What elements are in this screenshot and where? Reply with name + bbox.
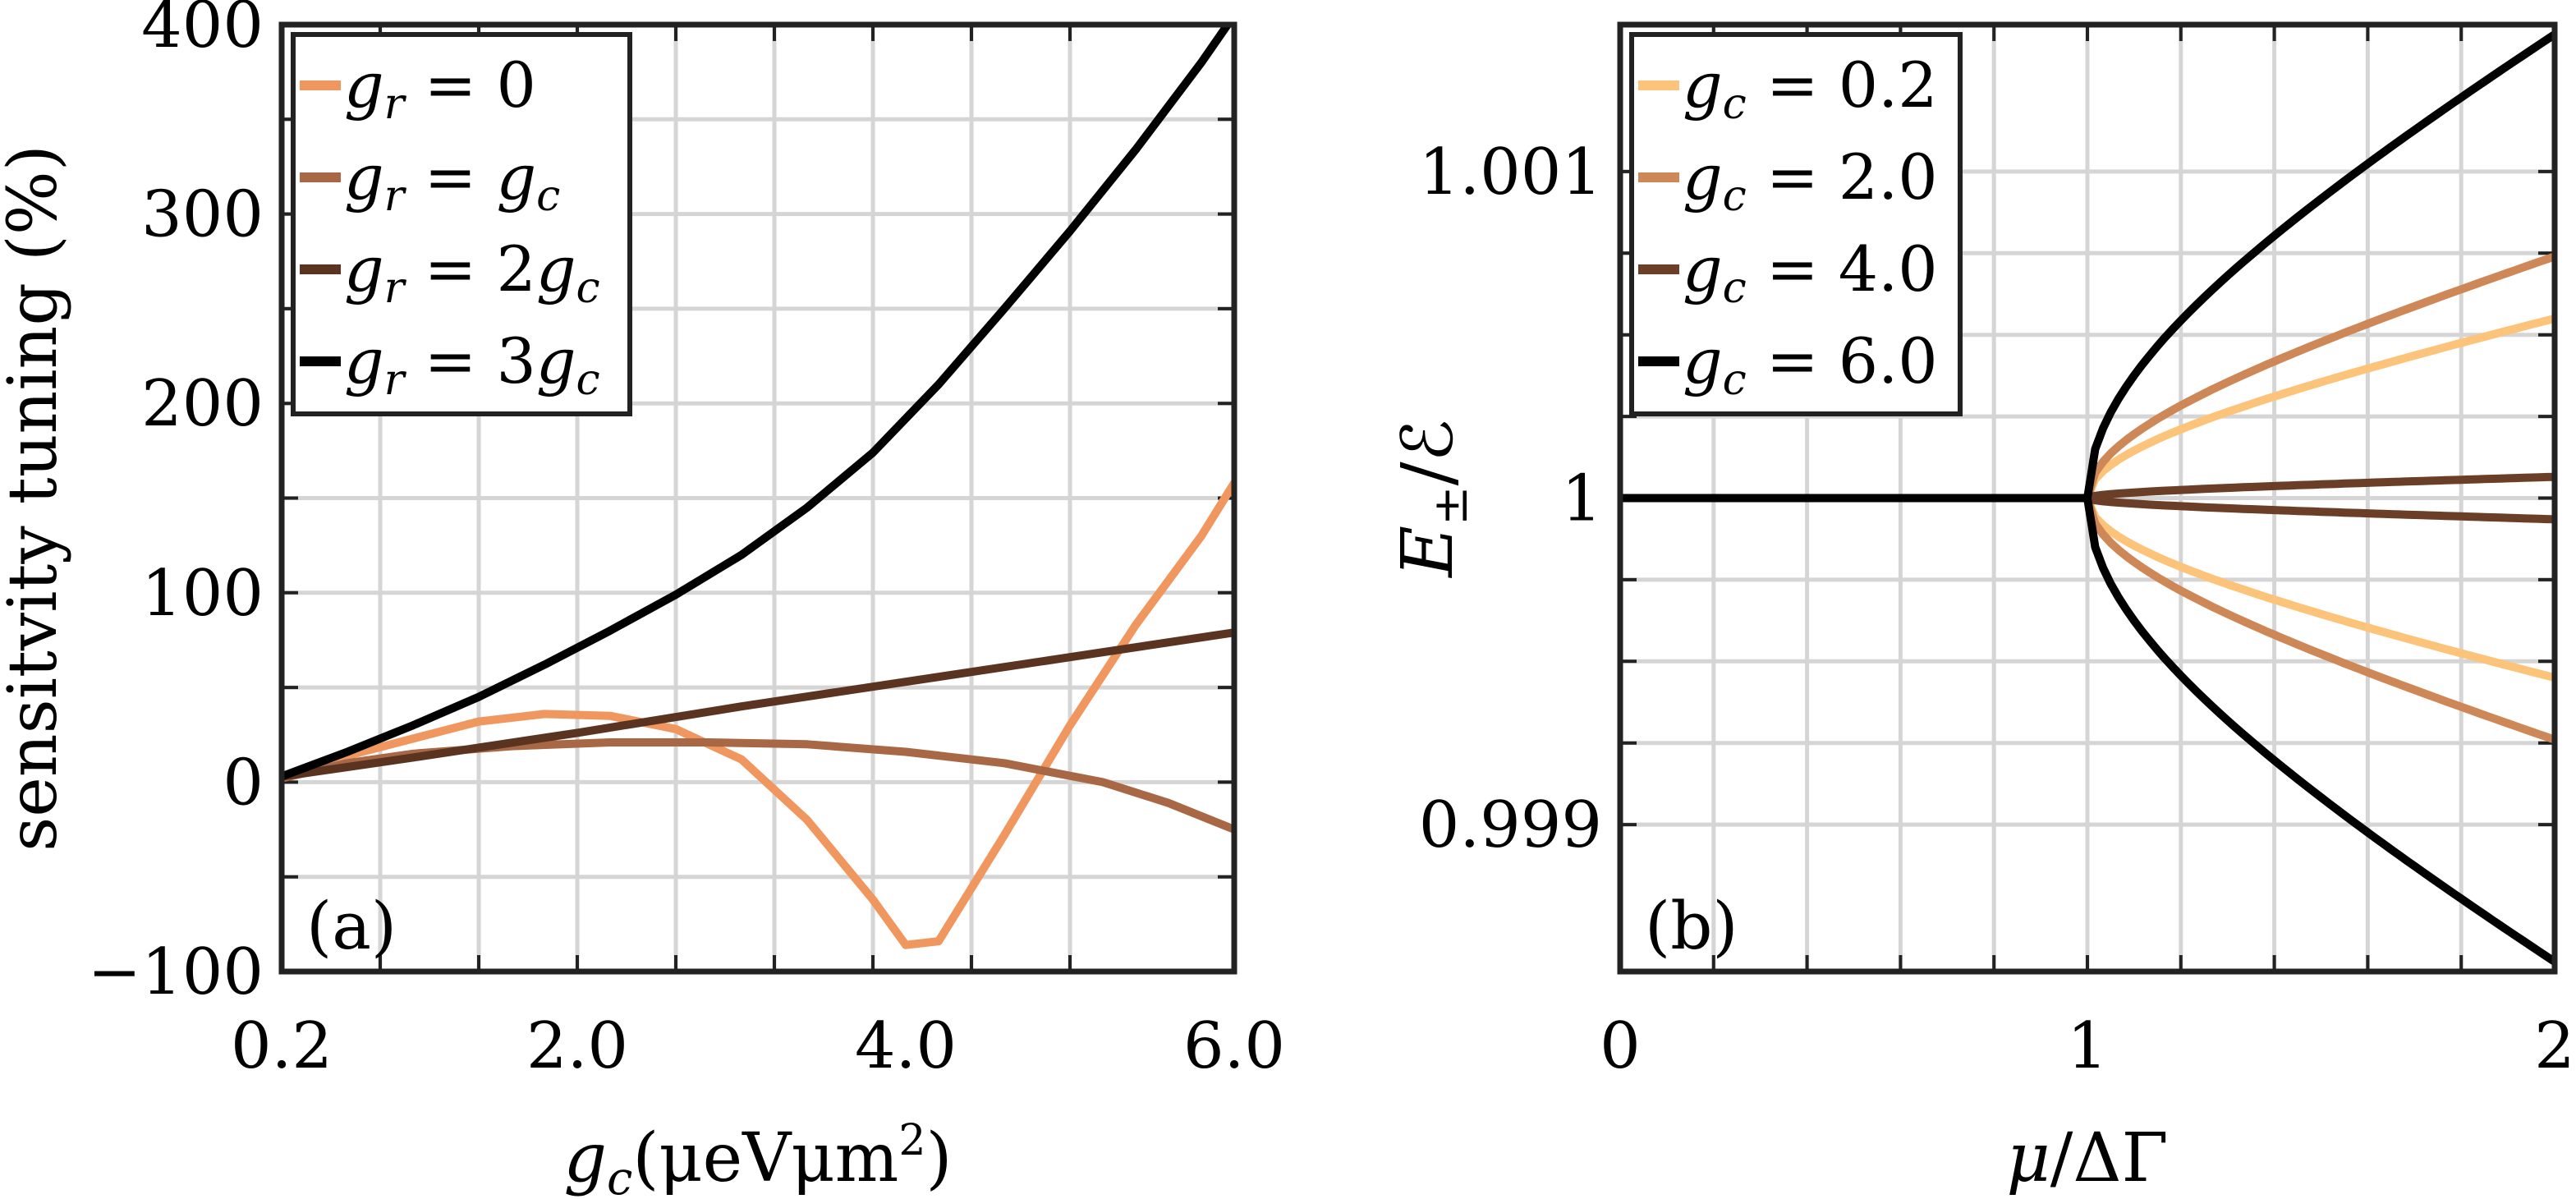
y-tick-label: 400 <box>141 0 264 62</box>
x-tick-label: 6.0 <box>1183 1009 1285 1083</box>
series-line-2 <box>282 628 1234 781</box>
legend-entry-2: gc = 4.0 <box>1683 232 1938 313</box>
legend-entry-2: gr = 2gc <box>344 232 600 313</box>
legend-box <box>291 32 632 416</box>
y-tick-label: 300 <box>141 178 264 252</box>
legend-entry-1: gr = gc <box>344 140 560 221</box>
series-line-2 <box>2083 494 2555 524</box>
series-lines <box>282 25 1234 949</box>
series-line-0 <box>282 479 1234 949</box>
y-tick-label: 100 <box>141 557 264 631</box>
y-axis-label: E±/ℰ <box>1387 419 1478 578</box>
legend-box <box>1629 32 1963 416</box>
legend: gc = 0.2 gc = 2.0 gc = 4.0 gc = 6.0 <box>1629 32 1963 416</box>
x-tick-label: 4.0 <box>855 1009 957 1083</box>
series-line-3 <box>2083 30 2555 503</box>
x-axis-label: μ/ΔΓ <box>2006 1119 2168 1197</box>
panel-label: (a) <box>306 888 397 964</box>
y-tick-label: 0.999 <box>1419 788 1602 862</box>
y-axis-label: sensitvity tuning (%) <box>0 145 72 852</box>
x-tick-label: 2.0 <box>526 1009 628 1083</box>
series-line-0 <box>2083 494 2555 682</box>
x-axis-label: gc(μeVμm2) <box>563 1116 952 1199</box>
y-tick-label: 0 <box>223 746 264 820</box>
panel-label: (b) <box>1645 888 1738 964</box>
y-tick-label: 200 <box>141 367 264 441</box>
legend-entry-1: gc = 2.0 <box>1683 140 1938 221</box>
x-tick-label: 2 <box>2534 1009 2575 1083</box>
panel-b: 0 1 2 0.999 1 1.001 (b) gc = 0.2 gc = 2.0 gc = 4.… <box>1387 21 2575 1197</box>
grid <box>282 25 1234 972</box>
series-line-0 <box>2083 314 2555 503</box>
legend-entry-0: gc = 0.2 <box>1683 48 1938 129</box>
legend: gr = 0 gr = gc gr = 2gc gr = 3gc <box>291 32 632 416</box>
series-line-3 <box>282 25 1233 781</box>
legend-entry-0: gr = 0 <box>344 48 536 129</box>
legend-entry-3: gc = 6.0 <box>1683 324 1938 405</box>
series-lines <box>1620 30 2555 967</box>
y-tick-label: −100 <box>88 935 264 1009</box>
series-line-1 <box>2083 252 2555 503</box>
y-tick-label: 1 <box>1561 462 1602 536</box>
series-line-3 <box>2083 494 2555 967</box>
legend-entry-3: gr = 3gc <box>344 324 600 405</box>
plot-frame <box>278 21 1237 975</box>
series-line-2 <box>2083 472 2555 503</box>
x-tick-label: 0.2 <box>231 1009 333 1083</box>
plot-frame <box>1617 21 2558 975</box>
x-tick-label: 1 <box>2067 1009 2108 1083</box>
y-tick-label: 1.001 <box>1419 136 1602 209</box>
x-tick-label: 0 <box>1600 1009 1641 1083</box>
series-line-1 <box>2083 494 2555 744</box>
